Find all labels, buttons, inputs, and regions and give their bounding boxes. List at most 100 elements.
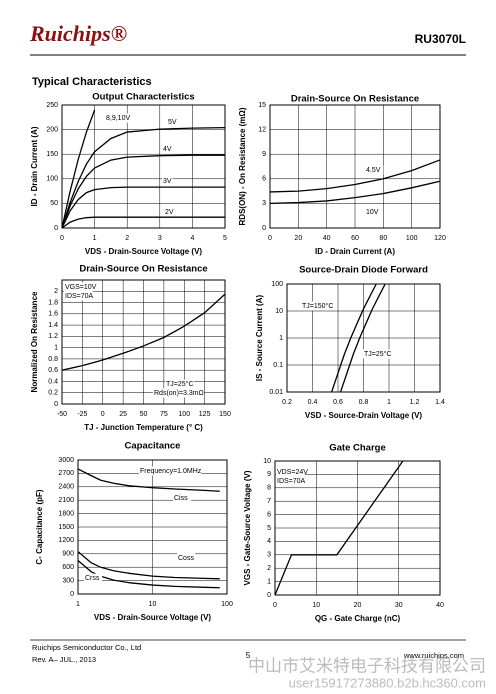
y-tick-label: 1.2 [48,333,58,340]
y-tick-label: 9 [267,471,271,478]
y-tick-label: 15 [258,102,266,109]
x-tick-label: 60 [351,235,359,242]
y-tick-label: 1200 [58,537,74,544]
x-axis-label: VDS - Drain-Source Voltage (V) [94,613,212,622]
chart-title: Source-Drain Diode Forward [299,265,428,276]
label-bg [84,573,103,583]
series-label: Ciss [174,495,188,502]
label-bg [105,113,135,123]
part-number: RU3070L [415,32,466,46]
label-bg [167,117,178,127]
x-tick-label: 10 [149,601,157,608]
y-tick-label: 1.8 [48,299,58,306]
data-line [77,551,220,580]
watermark-user: user15917273880.b2b.hc360.com [289,675,486,690]
x-tick-label: 0.8 [359,399,369,406]
label-bg [164,207,175,217]
annotation: VDS=24V [277,469,308,476]
x-tick-label: 1 [93,235,97,242]
x-tick-label: 5 [223,235,227,242]
chart-title: Drain-Source On Resistance [79,264,207,275]
x-tick-label: 1 [387,399,391,406]
y-axis-label: IS - Source Current (A) [255,295,264,382]
y-tick-label: 100 [271,281,283,288]
y-axis-label: RDS(ON) - On Resistance (mΩ) [238,107,247,225]
chart-title: Capacitance [125,441,181,452]
y-axis-label: ID - Drain Current (A) [30,126,39,206]
x-axis-label: QG - Gate Charge (nC) [315,614,401,623]
y-tick-label: 12 [258,126,266,133]
x-tick-label: 125 [199,411,211,418]
x-tick-label: 20 [294,235,302,242]
series-label: 10V [366,209,379,216]
y-tick-label: 1 [267,578,271,585]
label-bg [301,301,335,311]
x-tick-label: 25 [119,411,127,418]
y-tick-label: 2400 [58,484,74,491]
page-number: 5 [246,651,251,660]
y-tick-label: 50 [50,200,58,207]
y-tick-label: 0.2 [48,390,58,397]
y-tick-label: 900 [62,551,74,558]
label-bg [64,291,93,301]
y-tick-label: 0.01 [269,389,283,396]
section-title: Typical Characteristics [32,76,152,88]
annotation: IDS=70A [65,293,94,300]
chart-title: Output Characteristics [92,92,194,103]
x-tick-label: 0 [60,235,64,242]
annotation: Rds(on)=3.3mΩ [154,390,204,397]
x-axis-label: ID - Drain Current (A) [315,247,395,256]
chart-title: Drain-Source On Resistance [291,94,419,105]
chart-title: Gate Charge [329,443,386,454]
data-line [61,293,226,371]
label-bg [363,349,393,359]
x-tick-label: 4 [190,235,194,242]
y-tick-label: 9 [262,151,266,158]
y-tick-label: 0 [267,592,271,599]
data-line [61,216,225,229]
x-tick-label: 75 [160,411,168,418]
plot-frame [61,104,226,229]
x-tick-label: 0.2 [282,399,292,406]
label-bg [162,144,173,154]
data-line [274,460,404,596]
x-axis-label: VDS - Drain-Source Voltage (V) [85,247,203,256]
y-tick-label: 7 [267,498,271,505]
series-label: 2V [165,209,174,216]
footer-company: Ruichips Semiconductor Co., Ltd [32,643,141,652]
y-tick-label: 6 [267,511,271,518]
label-bg [165,379,194,389]
x-tick-label: 20 [354,602,362,609]
x-tick-label: 0 [268,235,272,242]
series-label: 3V [163,178,172,185]
footer-revision: Rev. A– JUL., 2013 [32,655,96,664]
annotation: Frequency=1.0MHz [140,468,202,475]
y-tick-label: 600 [62,564,74,571]
data-line [61,126,226,229]
x-tick-label: 1.2 [410,399,420,406]
y-tick-label: 100 [46,176,58,183]
y-tick-label: 0.1 [273,362,283,369]
series-label: Coss [178,555,194,562]
x-axis-label: VSD - Source-Drain Voltage (V) [305,411,423,420]
x-axis-label: TJ - Junction Temperature (° C) [84,423,203,432]
y-tick-label: 2100 [58,497,74,504]
data-line [269,159,441,193]
x-tick-label: 0 [273,602,277,609]
x-tick-label: 0.4 [308,399,318,406]
x-tick-label: 0.6 [333,399,343,406]
label-bg [276,476,305,486]
y-tick-label: 0 [54,401,58,408]
y-tick-label: 10 [275,308,283,315]
x-tick-label: 50 [140,411,148,418]
data-line [61,154,225,229]
data-line [61,186,225,229]
y-tick-label: 0.4 [48,378,58,385]
y-tick-label: 1800 [58,510,74,517]
label-bg [276,467,305,477]
series-label: TJ=150°C [302,302,333,310]
series-label: 5V [168,119,177,126]
y-tick-label: 3000 [58,457,74,464]
y-tick-label: 0.6 [48,367,58,374]
